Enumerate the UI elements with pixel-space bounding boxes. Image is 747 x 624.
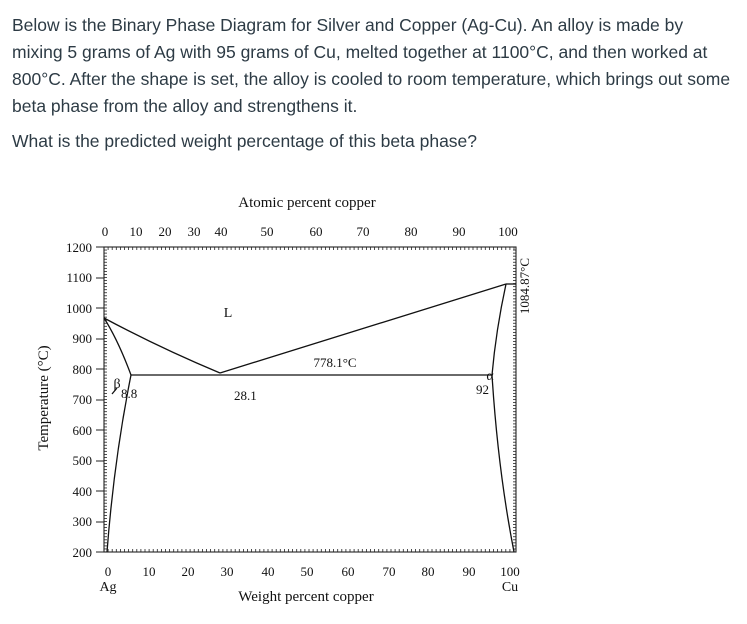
bottom-axis-title: Weight percent copper — [238, 589, 373, 605]
y-tick-label: 600 — [73, 423, 93, 438]
bottom-tick-label: 70 — [383, 564, 396, 579]
bottom-tick-label: 50 — [301, 564, 314, 579]
solidus-beta — [103, 317, 132, 376]
y-tick-label: 1000 — [66, 301, 92, 316]
bottom-tick-label: 100 — [500, 564, 520, 579]
question-paragraph: Below is the Binary Phase Diagram for Si… — [12, 15, 731, 116]
bottom-tick-label: 60 — [342, 564, 355, 579]
top-tick-label: 90 — [453, 224, 466, 239]
top-tick-label: 80 — [405, 224, 418, 239]
y-tick-label: 900 — [73, 331, 93, 346]
alpha-composition-label: 92 — [476, 382, 489, 397]
top-tick-label: 30 — [188, 224, 201, 239]
top-tick-label: 50 — [261, 224, 274, 239]
liquid-region-label: L — [224, 306, 233, 321]
bottom-tick-label: 80 — [422, 564, 435, 579]
y-tick-label: 1200 — [66, 240, 92, 255]
bottom-tick-label: 40 — [262, 564, 275, 579]
eutectic-composition-label: 28.1 — [234, 388, 257, 403]
solidus-alpha — [491, 283, 507, 376]
solvus-alpha — [491, 374, 515, 553]
bottom-tick-label: 0 — [105, 564, 112, 579]
plot-frame — [103, 246, 517, 553]
alpha-region-label: α — [486, 369, 494, 384]
beta-leader — [111, 387, 118, 395]
y-tick-label: 400 — [73, 484, 93, 499]
liquidus-ag-side — [103, 317, 221, 374]
liquidus-cu-side — [219, 283, 507, 374]
cu-melting-label: 1084.87°C — [517, 258, 532, 314]
right-minor-ticks — [513, 246, 516, 550]
y-tick-label: 1100 — [66, 270, 92, 285]
y-tick-label: 800 — [73, 362, 93, 377]
bottom-tick-label: 10 — [143, 564, 156, 579]
top-tick-label: 100 — [498, 224, 518, 239]
left-minor-ticks — [104, 246, 107, 550]
bottom-tick-label: 20 — [182, 564, 195, 579]
y-major-ticks — [96, 246, 104, 553]
beta-region-label: β — [113, 377, 120, 392]
question-prompt: What is the predicted weight percentage … — [12, 131, 478, 151]
top-axis-title: Atomic percent copper — [238, 195, 375, 211]
y-tick-label: 500 — [73, 453, 93, 468]
y-tick-label: 200 — [73, 545, 93, 560]
beta-composition-label: 8.8 — [121, 386, 137, 401]
top-minor-ticks — [103, 247, 515, 250]
top-tick-label: 40 — [215, 224, 228, 239]
bottom-tick-label: 30 — [221, 564, 234, 579]
solvus-beta — [106, 374, 132, 553]
bottom-minor-ticks — [103, 549, 515, 552]
top-tick-label: 70 — [357, 224, 370, 239]
bottom-tick-label: 90 — [463, 564, 476, 579]
left-axis-title: Temperature (°C) — [36, 345, 52, 450]
y-tick-label: 300 — [73, 514, 93, 529]
top-tick-label: 20 — [159, 224, 172, 239]
element-label-cu: Cu — [502, 580, 518, 595]
top-tick-label: 0 — [102, 224, 109, 239]
eutectic-temperature-label: 778.1°C — [313, 355, 356, 370]
element-label-ag: Ag — [99, 580, 116, 595]
top-tick-label: 10 — [130, 224, 143, 239]
top-tick-label: 60 — [310, 224, 323, 239]
y-tick-label: 700 — [73, 392, 93, 407]
question-text: Below is the Binary Phase Diagram for Si… — [12, 12, 737, 155]
